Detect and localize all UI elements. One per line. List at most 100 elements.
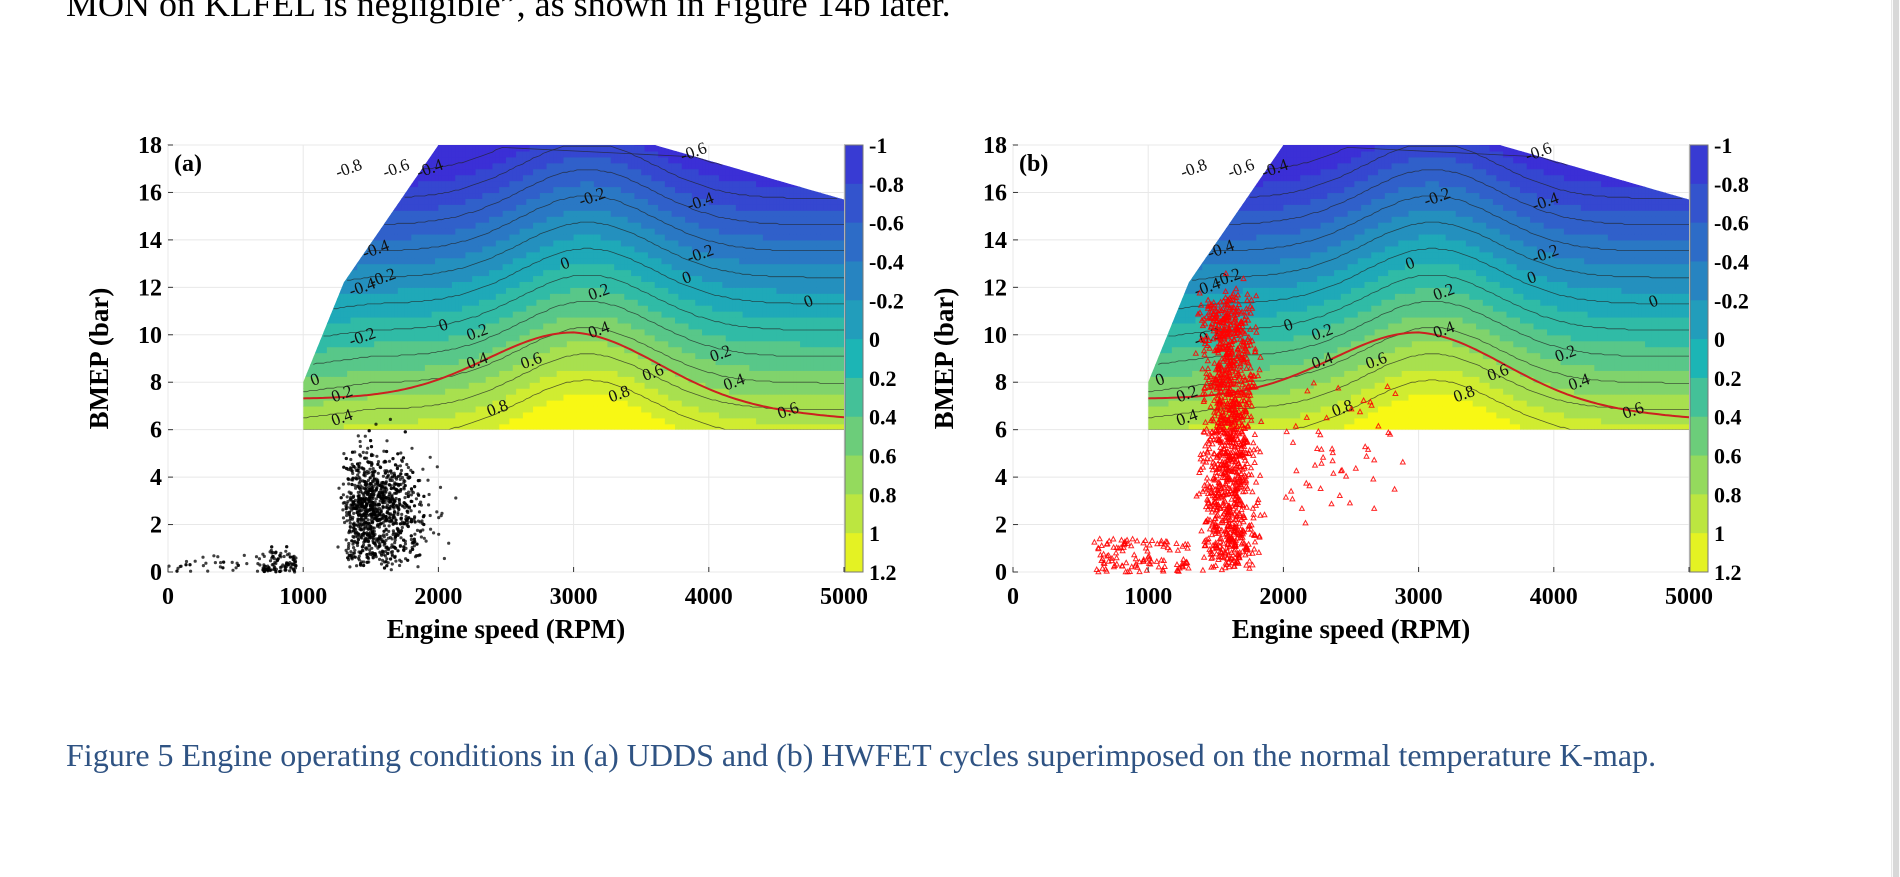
contour-cell: [377, 340, 382, 348]
contour-cell: [316, 358, 321, 366]
contour-cell: [451, 192, 456, 199]
contour-cell: [431, 222, 436, 229]
contour-cell: [509, 388, 514, 395]
contour-cell: [401, 233, 406, 241]
contour-cell: [499, 358, 504, 366]
contour-cell: [424, 293, 429, 300]
contour-cell: [353, 352, 358, 360]
contour-cell: [482, 382, 487, 389]
contour-cell: [468, 293, 473, 300]
contour-cell: [438, 222, 443, 229]
contour-cell: [404, 228, 409, 235]
contour-cell: [489, 334, 494, 342]
contour-cell: [384, 328, 389, 336]
contour-cell: [343, 411, 348, 419]
contour-cell: [536, 400, 541, 407]
contour-cell: [475, 405, 480, 413]
contour-cell: [492, 222, 497, 229]
contour-cell: [407, 233, 412, 241]
contour-cell: [424, 346, 429, 354]
contour-cell: [492, 305, 497, 312]
contour-cell: [418, 328, 423, 336]
contour-cell: [543, 328, 548, 336]
contour-cell: [465, 222, 470, 229]
contour-cell: [543, 370, 548, 377]
contour-cell: [478, 334, 483, 342]
contour-cell: [502, 263, 507, 271]
contour-cell: [462, 405, 467, 413]
contour-cell: [468, 233, 473, 241]
contour-cell: [380, 293, 385, 300]
contour-cell: [468, 210, 473, 217]
contour-cell: [424, 245, 429, 253]
contour-cell: [421, 364, 426, 371]
contour-cell: [340, 322, 345, 330]
contour-cell: [451, 168, 456, 176]
contour-cell: [529, 222, 534, 229]
contour-cell: [435, 423, 439, 430]
contour-cell: [435, 192, 439, 199]
contour-cell: [441, 423, 446, 430]
contour-cell: [428, 411, 433, 419]
contour-cell: [502, 216, 507, 223]
contour-cell: [529, 382, 534, 389]
contour-cell: [377, 257, 382, 265]
contour-cell: [360, 334, 365, 342]
contour-cell: [462, 411, 467, 419]
contour-cell: [326, 334, 331, 342]
contour-cell: [492, 400, 497, 407]
contour-cell: [370, 239, 375, 247]
contour-cell: [455, 405, 460, 413]
contour-cell: [502, 340, 507, 348]
contour-cell: [472, 174, 477, 182]
contour-cell: [509, 299, 514, 306]
contour-cell: [309, 358, 314, 366]
contour-cell: [384, 228, 389, 235]
contour-cell: [539, 281, 544, 288]
contour-cell: [533, 352, 538, 360]
contour-cell: [506, 251, 510, 259]
chart-panel-udds: -0.8 -0.6 -0.4-0.6-0.4-0.2-0.4-0.2-0.20000…: [84, 133, 904, 644]
contour-cell: [485, 352, 490, 360]
contour-cell: [418, 411, 423, 419]
contour-cell: [380, 287, 385, 294]
contour-cell: [330, 352, 335, 360]
contour-cell: [472, 423, 477, 430]
contour-cell: [556, 239, 561, 247]
contour-cell: [549, 364, 554, 371]
contour-cell: [495, 411, 500, 419]
contour-cell: [546, 405, 551, 413]
contour-cell: [401, 251, 406, 259]
contour-cell: [516, 328, 521, 336]
contour-cell: [462, 340, 467, 348]
contour-cell: [543, 174, 548, 182]
contour-cell: [495, 275, 500, 283]
contour-cell: [458, 322, 463, 330]
contour-cell: [414, 186, 419, 194]
contour-cell: [472, 281, 477, 288]
contour-cell: [509, 263, 514, 271]
contour-cell: [502, 162, 507, 170]
contour-cell: [340, 340, 345, 348]
contour-cell: [350, 364, 355, 371]
contour-cell: [478, 239, 483, 247]
contour-cell: [465, 186, 470, 194]
contour-cell: [546, 400, 551, 407]
contour-cell: [374, 322, 379, 330]
contour-cell: [445, 382, 450, 389]
contour-cell: [414, 411, 419, 419]
contour-cell: [316, 405, 321, 413]
contour-cell: [438, 322, 443, 330]
contour-cell: [489, 364, 494, 371]
contour-cell: [394, 322, 399, 330]
contour-cell: [489, 316, 494, 324]
contour-cell: [458, 405, 463, 413]
contour-cell: [451, 299, 456, 306]
contour-cell: [543, 239, 548, 247]
contour-cell: [367, 322, 372, 330]
contour-cell: [428, 388, 433, 395]
contour-cell: [394, 405, 399, 413]
contour-cell: [506, 275, 510, 283]
contour-cell: [428, 228, 433, 235]
contour-cell: [465, 411, 470, 419]
